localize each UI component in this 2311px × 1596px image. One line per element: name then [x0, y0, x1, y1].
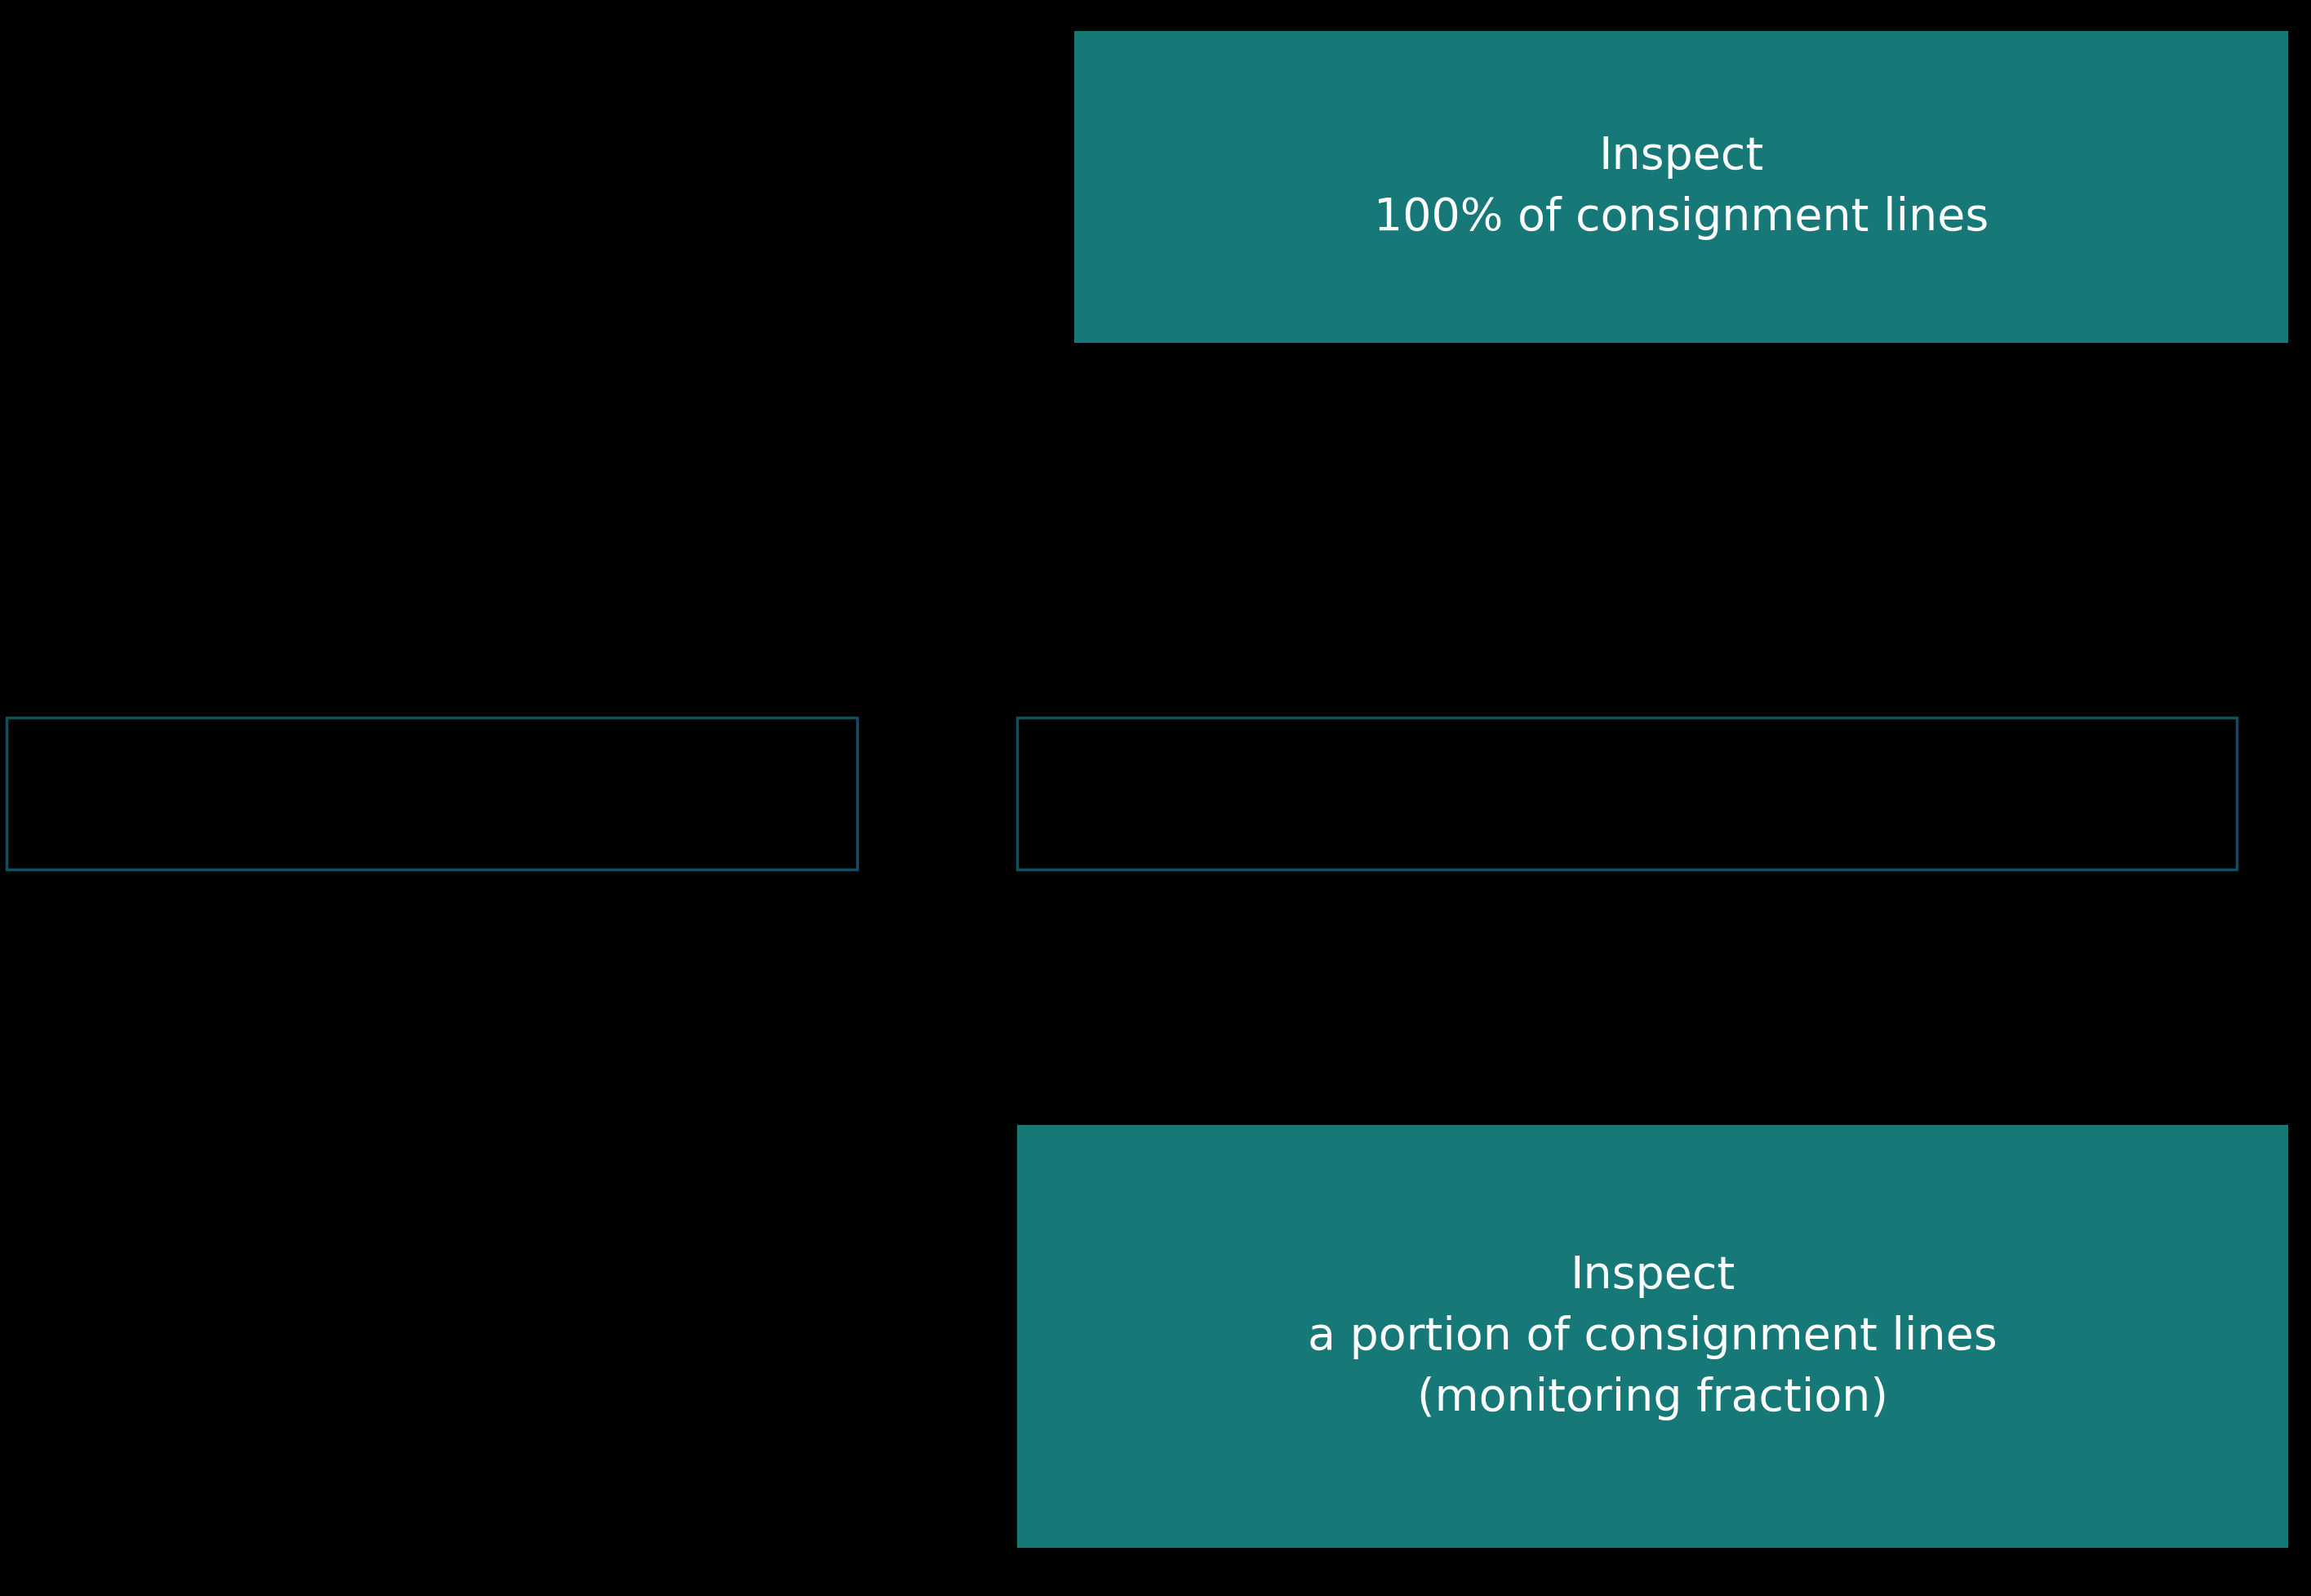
FancyBboxPatch shape: [1075, 32, 2288, 343]
FancyBboxPatch shape: [7, 718, 857, 870]
FancyBboxPatch shape: [1017, 1125, 2288, 1548]
Text: Inspect
a portion of consignment lines
(monitoring fraction): Inspect a portion of consignment lines (…: [1308, 1253, 1997, 1420]
FancyBboxPatch shape: [1017, 718, 2237, 870]
Text: Inspect
100% of consignment lines: Inspect 100% of consignment lines: [1373, 136, 1990, 239]
